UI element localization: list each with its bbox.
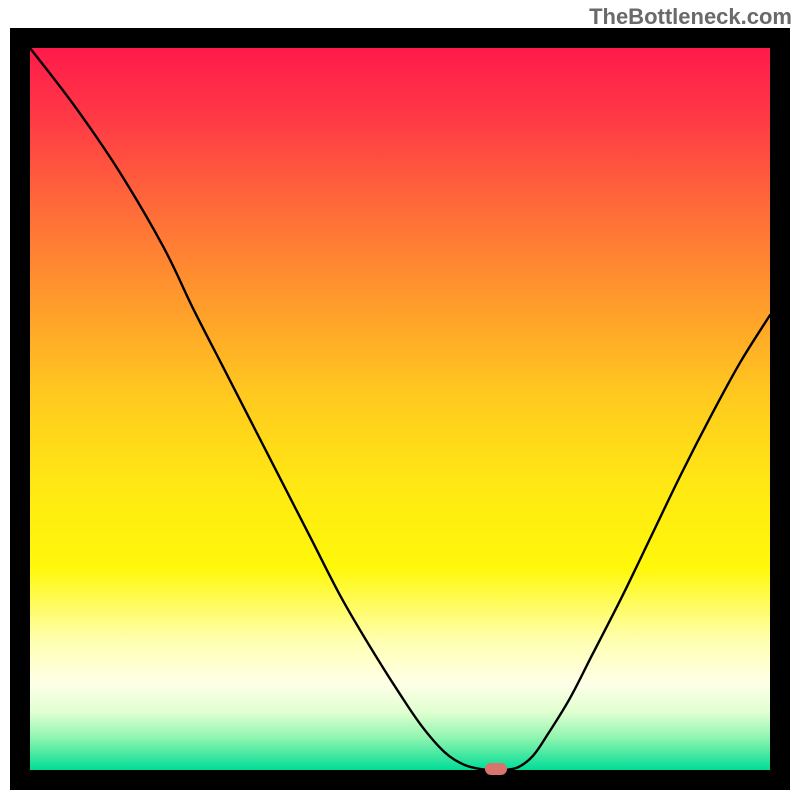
minimum-marker [485, 763, 507, 775]
watermark-text: TheBottleneck.com [589, 4, 792, 30]
plot-frame [10, 28, 790, 790]
bottleneck-curve [10, 28, 790, 790]
chart-container: TheBottleneck.com [0, 0, 800, 800]
